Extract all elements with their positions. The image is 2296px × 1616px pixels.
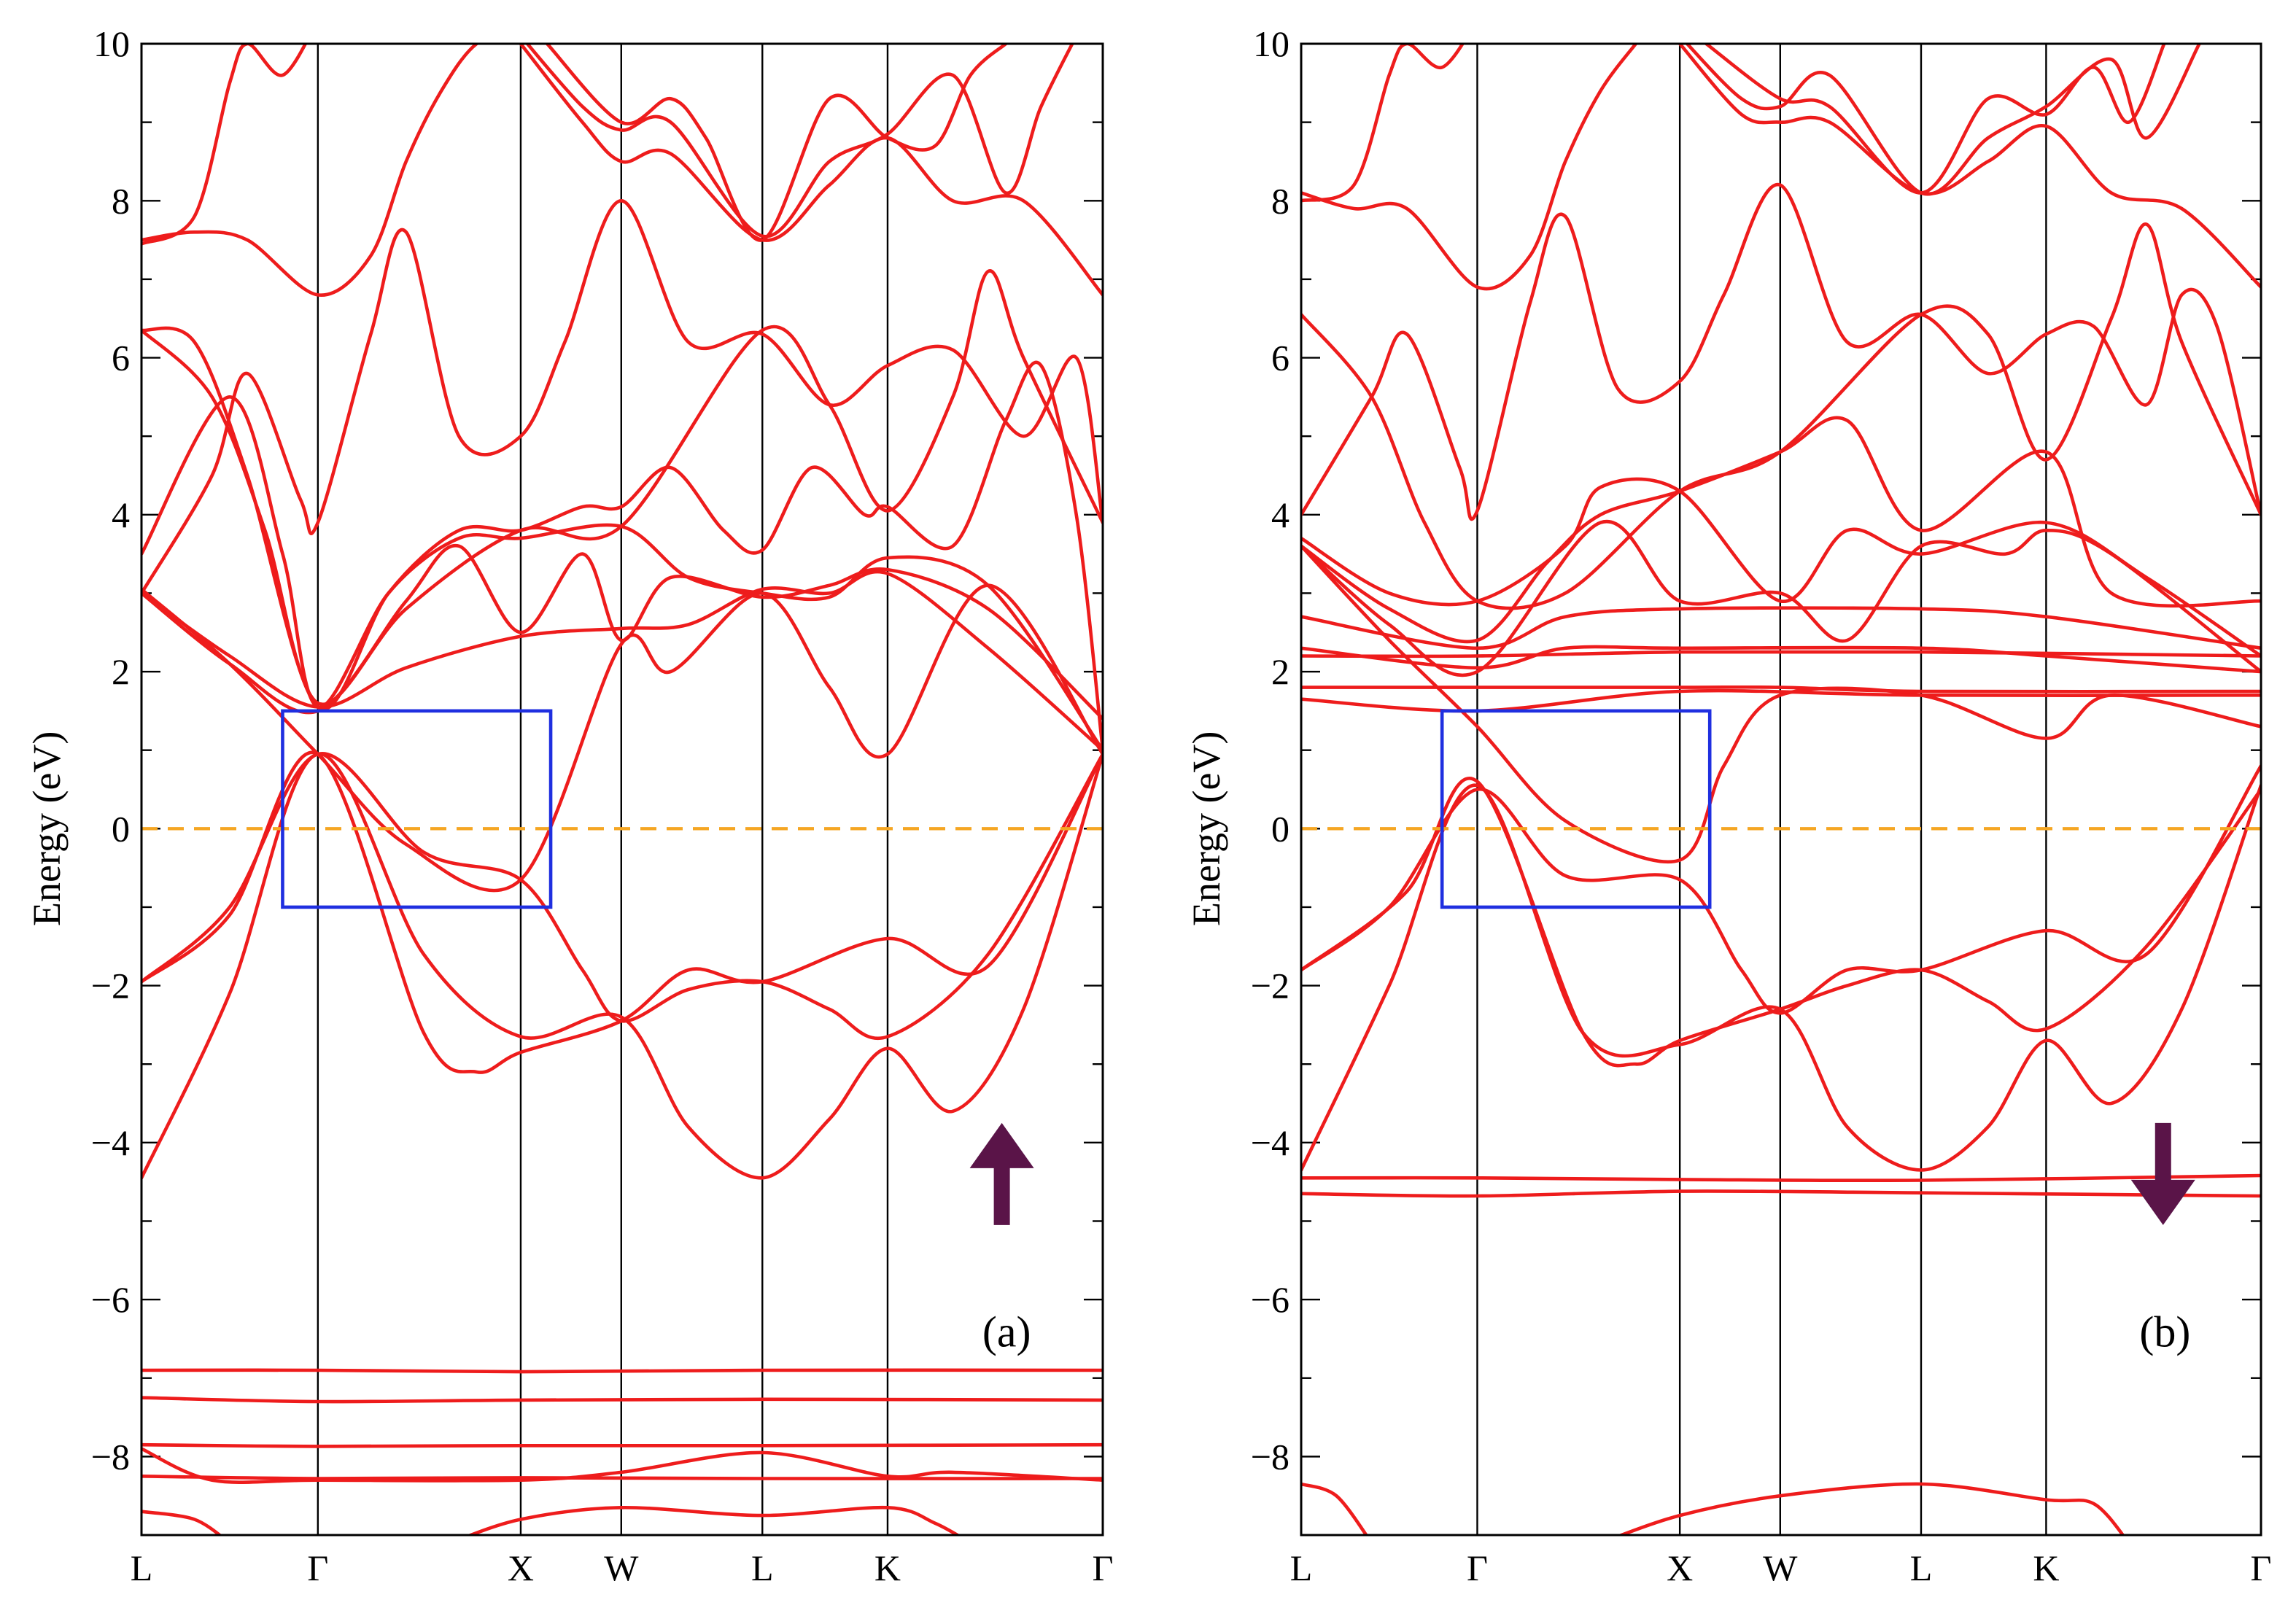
band-band-12: [141, 44, 308, 246]
band-band-19: [1704, 44, 2166, 195]
x-tick-label: Γ: [1467, 1547, 1488, 1588]
band-band-2: [1301, 764, 2261, 1015]
y-tick-label: −4: [91, 1122, 130, 1163]
band-band-8: [1301, 645, 2261, 674]
band-band-18: [1678, 44, 2261, 289]
x-tick-label: W: [604, 1547, 639, 1588]
band-band-6: [1301, 685, 2261, 694]
x-tick-label: L: [751, 1547, 774, 1588]
x-tick-label: K: [874, 1547, 901, 1588]
band-band-11: [141, 44, 480, 297]
y-axis-label: Energy (eV): [25, 731, 69, 926]
plot-frame: [140, 42, 1104, 1537]
band-band-15: [1301, 44, 1638, 291]
x-tick-label: X: [1667, 1547, 1693, 1588]
band-core-2: [1616, 1482, 2125, 1535]
y-tick-label: 6: [112, 338, 130, 378]
x-tick-label: L: [1910, 1547, 1933, 1588]
up-arrow-icon: [969, 1122, 1034, 1225]
band-band-12: [1301, 519, 2261, 677]
band-core-1: [141, 1368, 1103, 1374]
highlight-box: [281, 709, 553, 909]
y-tick-label: 10: [1253, 23, 1289, 64]
band-core-4: [141, 1475, 1103, 1480]
x-tick-label: X: [508, 1547, 534, 1588]
band-lines: [141, 44, 1103, 1535]
y-axis-label: Energy (eV): [1184, 731, 1228, 926]
band-band-9: [1301, 606, 2261, 650]
band-core-1: [1301, 1482, 1368, 1535]
y-tick-label: 4: [112, 494, 130, 535]
y-tick-label: 6: [1271, 338, 1289, 378]
y-tick-label: 4: [1271, 494, 1289, 535]
x-tick-label: K: [2033, 1547, 2059, 1588]
panel-label: (b): [2139, 1308, 2190, 1356]
y-tick-label: 0: [1271, 808, 1289, 849]
x-tick-label: Γ: [307, 1547, 328, 1588]
band-band-8: [141, 199, 1103, 595]
band-band-13: [1301, 182, 2261, 521]
x-tick-label: L: [1290, 1547, 1313, 1588]
band-band-4: [1301, 544, 2261, 864]
band-band-14: [1301, 222, 2261, 610]
band-core-3: [141, 1442, 1103, 1448]
band-band-5: [1301, 688, 2261, 713]
band-band-4: [141, 583, 1103, 893]
y-tick-label: 2: [112, 651, 130, 692]
band-band-13: [525, 44, 1074, 238]
band-core-6: [141, 1510, 222, 1535]
y-tick-label: −8: [1251, 1436, 1289, 1477]
x-tick-label: L: [131, 1547, 153, 1588]
y-tick-label: 2: [1271, 651, 1289, 692]
y-tick-label: 8: [1271, 180, 1289, 221]
band-band-7: [141, 395, 1103, 752]
y-tick-label: −2: [91, 966, 130, 1006]
band-band-11: [1301, 477, 2261, 658]
band-band-3: [1301, 777, 2261, 1068]
band-band-7: [1301, 650, 2261, 659]
y-tick-label: 10: [93, 23, 130, 64]
panel-spin-down: −8 −6 −4 −2 0 2 4 6 8 10 L Γ X W L K Γ Energy (eV) (b): [1184, 23, 2272, 1588]
band-band-1: [141, 752, 1103, 1180]
band-band-14: [519, 44, 1103, 297]
y-tick-label: −8: [91, 1436, 130, 1477]
x-tick-label: W: [1763, 1547, 1798, 1588]
band-core-7: [466, 1505, 961, 1535]
band-flat-1: [1301, 1173, 2261, 1183]
band-band-15: [545, 44, 1008, 242]
band-band-2: [141, 750, 1103, 1074]
y-tick-label: 0: [112, 808, 130, 849]
y-tick-label: −6: [1251, 1279, 1289, 1320]
x-tick-label: Γ: [1093, 1547, 1114, 1588]
band-band-3: [141, 752, 1103, 1040]
band-band-9: [141, 326, 1103, 752]
highlight-box: [1440, 709, 1712, 909]
x-tick-label: Γ: [2251, 1547, 2272, 1588]
panel-spin-up: −8 −6 −4 −2 0 2 4 6 8 10 L Γ X W L K Γ Energy (eV) (a): [25, 23, 1114, 1588]
band-core-5: [141, 1447, 1103, 1485]
band-flat-2: [1301, 1189, 2261, 1198]
band-lines: [1301, 44, 2261, 1535]
plot-frame: [1300, 42, 2262, 1537]
y-tick-label: −6: [91, 1279, 130, 1320]
band-band-16: [1301, 44, 1465, 203]
panel-label: (a): [982, 1308, 1031, 1356]
y-tick-label: 8: [112, 180, 130, 221]
band-band-5: [141, 570, 1103, 752]
band-core-2: [141, 1396, 1103, 1404]
y-tick-label: −4: [1251, 1122, 1289, 1163]
y-tick-label: −2: [1251, 966, 1289, 1006]
band-band-10: [141, 269, 1103, 707]
down-arrow-icon: [2130, 1122, 2195, 1225]
